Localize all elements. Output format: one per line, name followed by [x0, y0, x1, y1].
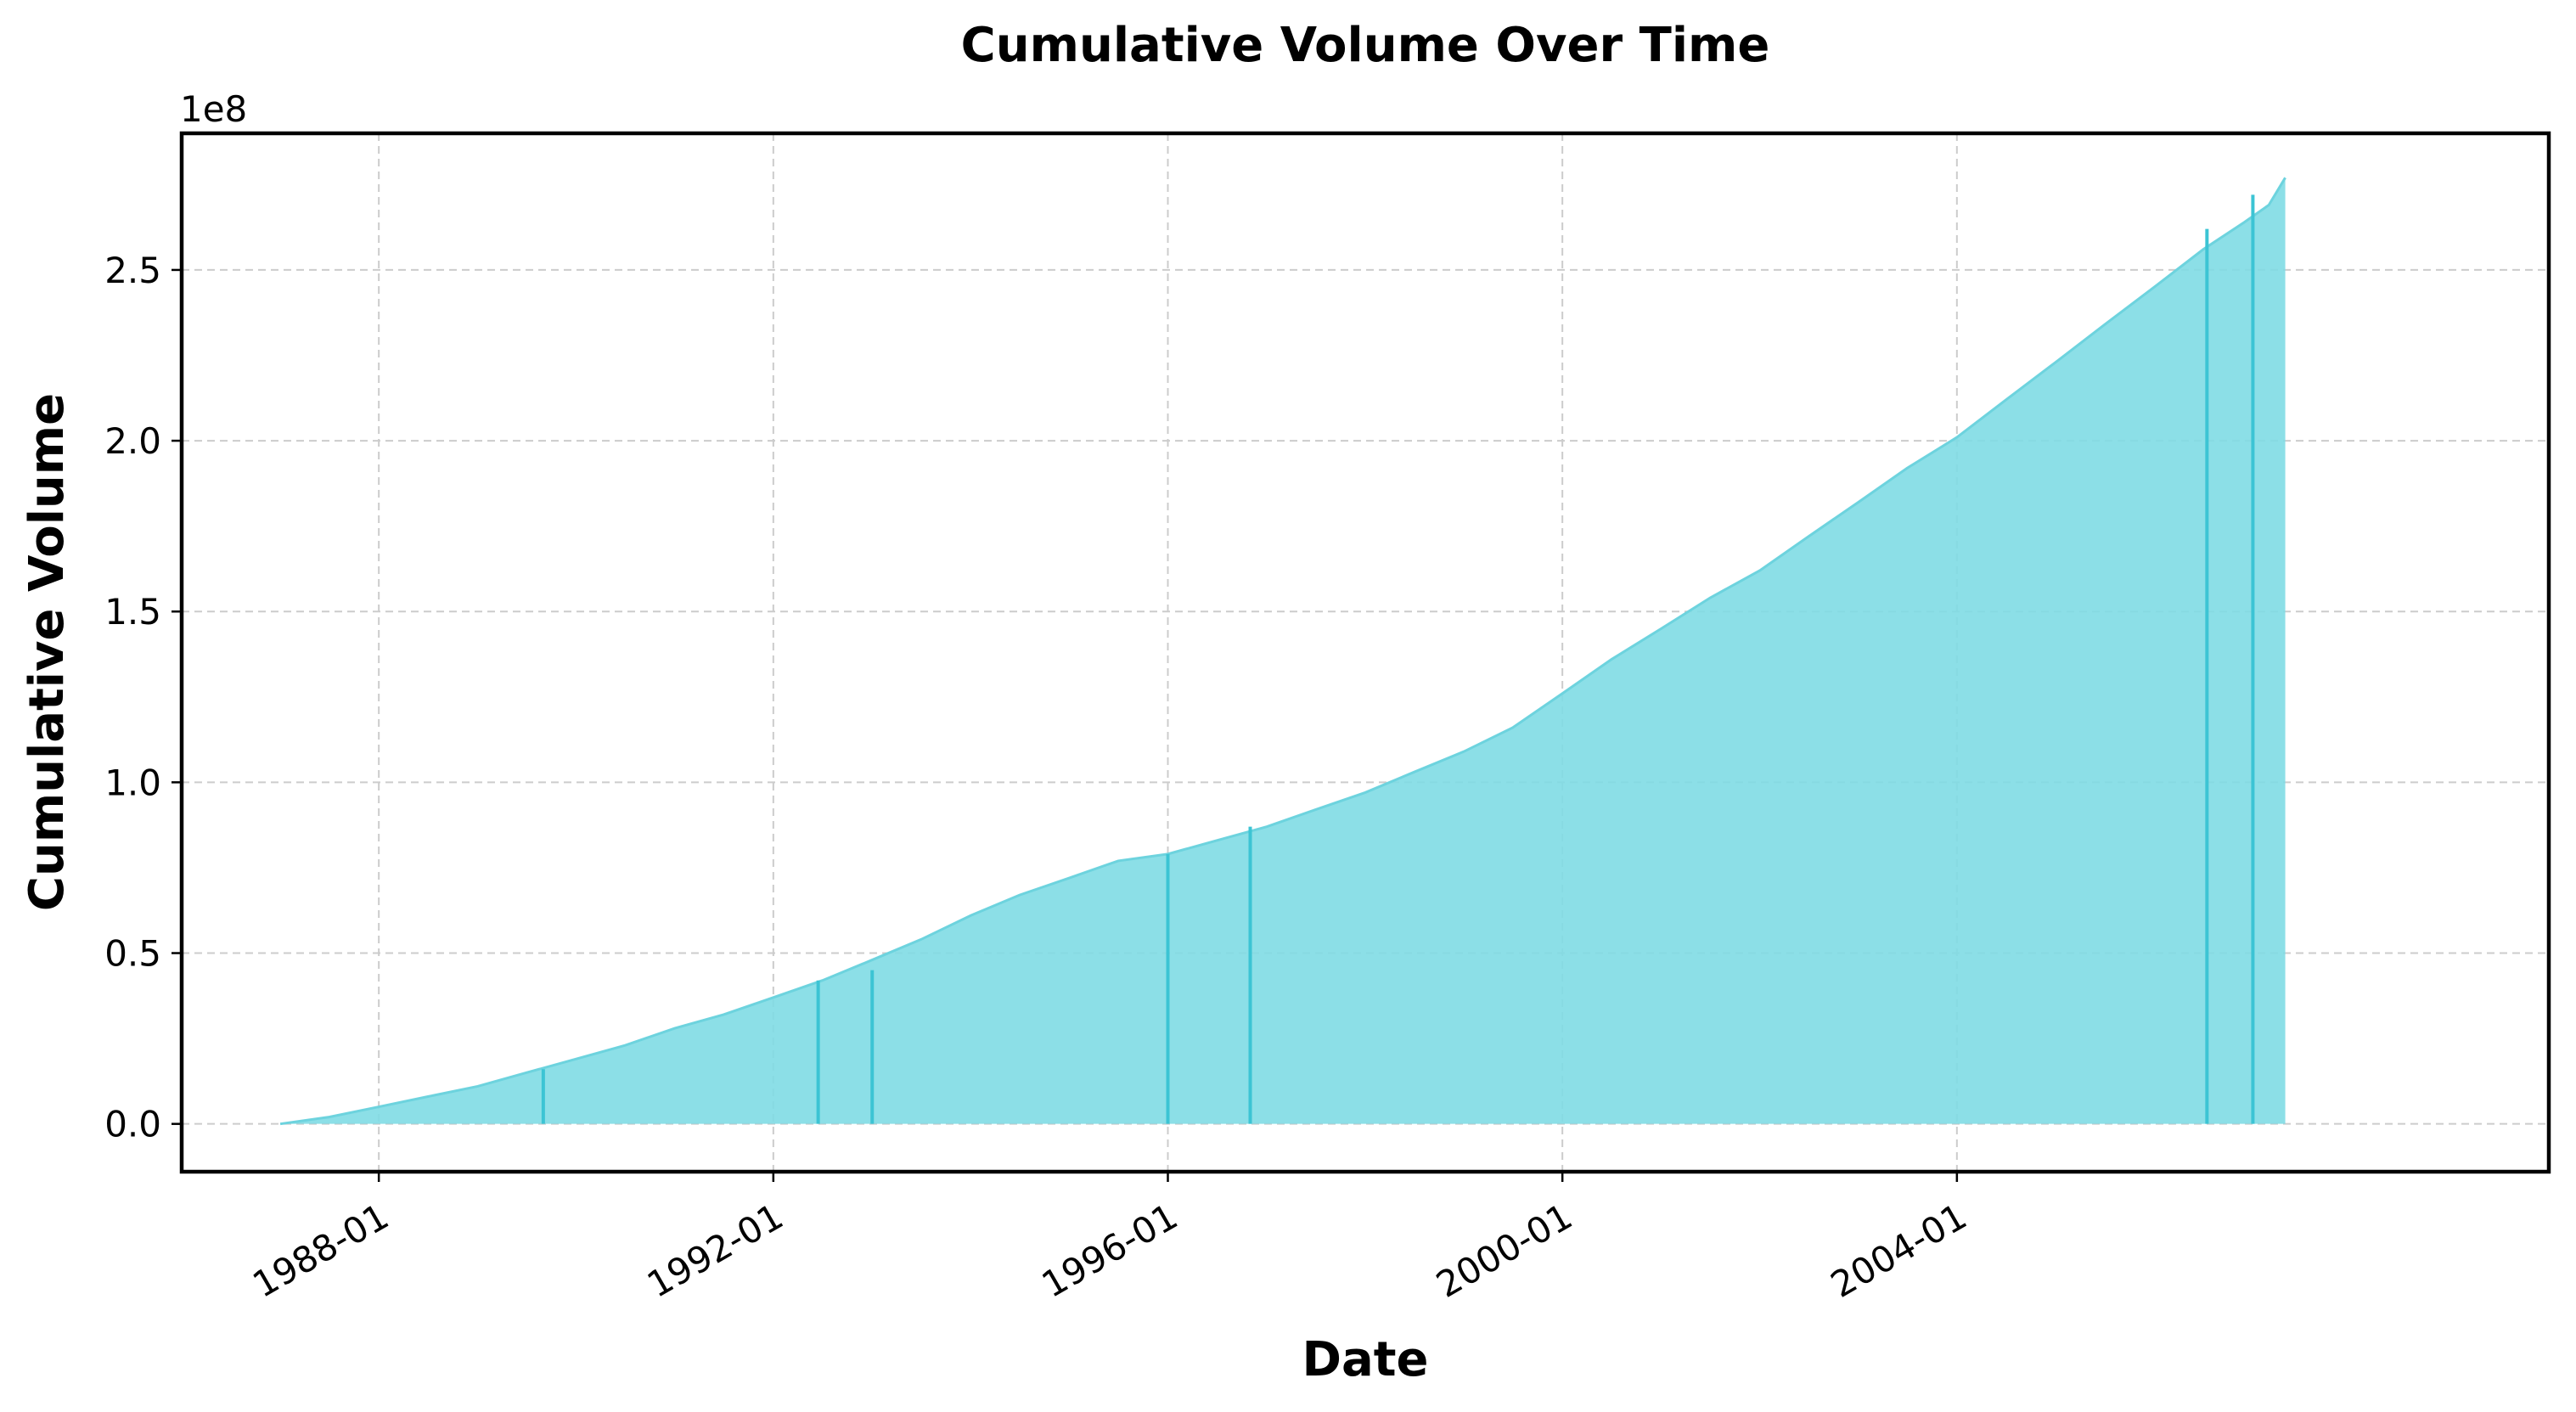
- y-tick-label: 2.0: [104, 420, 161, 462]
- y-tick-label: 0.0: [104, 1104, 161, 1145]
- x-axis-title: Date: [1302, 1332, 1428, 1387]
- vertical-lines: [541, 194, 2255, 1124]
- plot-frame: [179, 131, 2551, 1174]
- area-fill: [280, 177, 2286, 1124]
- chart-title: Cumulative Volume Over Time: [961, 18, 1770, 73]
- y-tick-label: 1.5: [104, 591, 161, 633]
- area-line: [279, 177, 2286, 1126]
- y-axis-ticks: 0.0 0.5 1.0 1.5 2.0 2.5: [104, 250, 182, 1145]
- y-tick-label: 0.5: [104, 933, 161, 975]
- y-tick-label: 1.0: [104, 762, 161, 803]
- area-series: [279, 177, 2286, 1126]
- y-offset-label: 1e8: [180, 88, 247, 130]
- grid: [182, 133, 2549, 1172]
- y-axis-title: Cumulative Volume: [20, 393, 75, 911]
- y-tick-label: 2.5: [104, 250, 161, 291]
